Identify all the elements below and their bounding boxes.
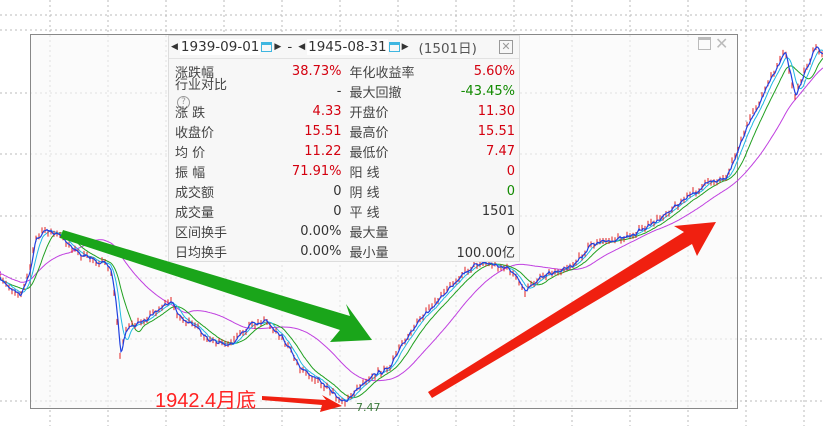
bottom-pointer-arrow xyxy=(262,395,342,412)
stats-table: 涨跌幅 38.73% 年化收益率 5.60% 行业对比? - 最大回撤 -43.4… xyxy=(169,59,519,261)
stat-value: 11.30 xyxy=(477,103,515,119)
close-icon[interactable]: ✕ xyxy=(715,34,729,53)
start-date-input[interactable]: 1939-09-01 xyxy=(179,39,261,55)
stat-value: 4.33 xyxy=(312,103,342,119)
stat-label: 最小量 xyxy=(349,245,389,261)
stat-label: 最大回撤 xyxy=(349,85,402,101)
date-range-header: ◀ 1939-09-01 ▶ - ◀ 1945-08-31 ▶ (1501日) … xyxy=(169,36,519,59)
stats-row: 区间换手 0.00% 最大量 0 xyxy=(175,221,515,241)
stat-label: 平 线 xyxy=(349,205,380,221)
stats-row: 日均换手 0.00% 最小量 100.00亿 xyxy=(175,241,515,261)
stat-label: 均 价 xyxy=(175,142,234,161)
close-icon[interactable]: ✕ xyxy=(499,40,513,54)
calendar-icon[interactable] xyxy=(261,42,273,52)
ma60-line xyxy=(0,67,823,382)
stat-value: 5.60% xyxy=(473,63,515,79)
stat-label: 振 幅 xyxy=(175,162,234,181)
stat-label-text: 行业对比 xyxy=(175,77,228,93)
stat-label: 日均换手 xyxy=(175,242,234,261)
price-line xyxy=(0,46,823,403)
stats-row: 涨 跌 4.33 开盘价 11.30 xyxy=(175,101,515,121)
stat-label-text: 振 幅 xyxy=(175,165,206,181)
stat-label-text: 日均换手 xyxy=(175,245,228,261)
up-trend-arrow xyxy=(428,222,716,398)
stat-label: 最高价 xyxy=(349,125,389,141)
ma20-line xyxy=(0,57,823,399)
maximize-icon[interactable] xyxy=(698,37,711,50)
stat-label-text: 均 价 xyxy=(175,145,206,161)
next-end-icon[interactable]: ▶ xyxy=(401,42,409,52)
stat-label: 成交量 xyxy=(175,202,234,221)
stats-row: 成交额 0 阴 线 0 xyxy=(175,181,515,201)
stat-value: 15.51 xyxy=(304,123,342,139)
stat-value: 0 xyxy=(506,163,515,179)
stat-value: 100.00亿 xyxy=(456,245,516,261)
stats-row: 振 幅 71.91% 阳 线 0 xyxy=(175,161,515,181)
stat-value: 0.00% xyxy=(300,223,342,239)
stat-label-text: 区间换手 xyxy=(175,225,228,241)
stat-value: 0 xyxy=(333,183,342,199)
stat-label: 最低价 xyxy=(349,145,389,161)
stat-value: -43.45% xyxy=(460,83,515,99)
bottom-annotation: 1942.4月底 xyxy=(155,390,257,412)
stat-value: 38.73% xyxy=(291,63,342,79)
help-icon[interactable]: ? xyxy=(177,95,190,109)
stat-label-text: 涨 跌 xyxy=(175,105,206,121)
stat-value: - xyxy=(336,83,342,99)
stats-row: 均 价 11.22 最低价 7.47 xyxy=(175,141,515,161)
stat-value: 0.00% xyxy=(300,243,342,259)
stat-value: 11.22 xyxy=(304,143,342,159)
stat-label-text: 成交量 xyxy=(175,205,215,221)
prev-end-icon[interactable]: ◀ xyxy=(298,42,306,52)
stat-value: 71.91% xyxy=(291,163,342,179)
stat-label: 涨 跌 xyxy=(175,102,234,121)
calendar-icon[interactable] xyxy=(388,42,400,52)
stat-value: 15.51 xyxy=(477,123,515,139)
stat-label: 收盘价 xyxy=(175,122,234,141)
stat-label: 最大量 xyxy=(349,225,389,241)
stats-row: 行业对比? - 最大回撤 -43.45% xyxy=(175,78,515,109)
stat-value: 1501 xyxy=(481,203,515,219)
stat-value: 0 xyxy=(333,203,342,219)
stat-label-text: 收盘价 xyxy=(175,125,215,141)
stat-label: 涨跌幅 xyxy=(175,62,234,81)
prev-start-icon[interactable]: ◀ xyxy=(171,42,178,52)
stat-value: 0 xyxy=(506,183,515,199)
stat-value: 7.47 xyxy=(486,143,515,159)
stat-label: 成交额 xyxy=(175,182,234,201)
stats-row: 成交量 0 平 线 1501 xyxy=(175,201,515,221)
stat-label-text: 涨跌幅 xyxy=(175,65,215,81)
stat-label: 行业对比? xyxy=(175,74,234,109)
down-trend-arrow xyxy=(60,230,372,342)
stats-row: 收盘价 15.51 最高价 15.51 xyxy=(175,121,515,141)
range-separator: - xyxy=(287,39,293,55)
low-price-label: 7.47 xyxy=(356,401,381,414)
stat-label: 阳 线 xyxy=(349,165,380,181)
window-buttons: ✕ xyxy=(698,34,729,53)
stats-row: 涨跌幅 38.73% 年化收益率 5.60% xyxy=(175,61,515,81)
end-date-input[interactable]: 1945-08-31 xyxy=(307,39,388,55)
stat-label: 区间换手 xyxy=(175,222,234,241)
stat-label-text: 成交额 xyxy=(175,185,215,201)
interval-stats-panel: ◀ 1939-09-01 ▶ - ◀ 1945-08-31 ▶ (1501日) … xyxy=(168,35,520,262)
stat-label: 开盘价 xyxy=(349,105,389,121)
stat-label: 阴 线 xyxy=(349,185,380,201)
ma10-line xyxy=(0,49,823,401)
stat-value: 0 xyxy=(506,223,515,239)
stat-label: 年化收益率 xyxy=(349,65,415,81)
next-start-icon[interactable]: ▶ xyxy=(274,42,282,52)
day-count: (1501日) xyxy=(418,41,477,57)
